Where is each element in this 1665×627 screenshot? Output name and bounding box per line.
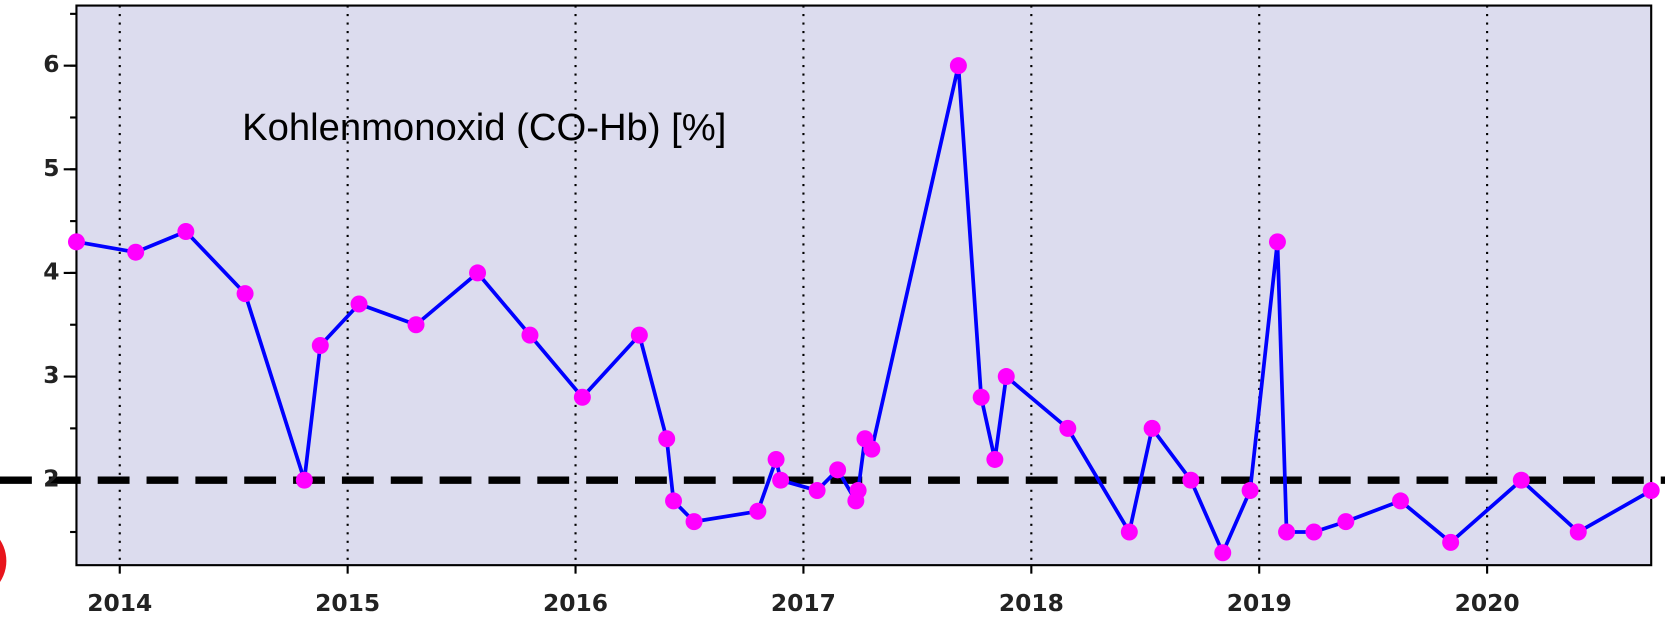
- data-point: [749, 503, 766, 520]
- data-point: [521, 327, 538, 344]
- data-point: [1392, 492, 1409, 509]
- data-point: [686, 513, 703, 530]
- data-point: [850, 482, 867, 499]
- data-point: [998, 368, 1015, 385]
- data-point: [986, 451, 1003, 468]
- data-point: [1278, 524, 1295, 541]
- data-point: [631, 327, 648, 344]
- data-point: [829, 461, 846, 478]
- x-tick-label: 2017: [771, 589, 836, 617]
- data-point: [237, 285, 254, 302]
- x-tick-label: 2018: [999, 589, 1064, 617]
- data-point: [1242, 482, 1259, 499]
- x-tick-label: 2014: [87, 589, 152, 617]
- data-point: [1513, 472, 1530, 489]
- data-point: [574, 389, 591, 406]
- data-point: [1643, 482, 1660, 499]
- x-tick-label: 2019: [1227, 589, 1292, 617]
- data-point: [658, 430, 675, 447]
- data-point: [177, 223, 194, 240]
- y-tick-label: 5: [43, 154, 59, 182]
- y-tick-label: 3: [43, 361, 59, 389]
- data-point: [1305, 524, 1322, 541]
- y-tick-label: 2: [43, 465, 59, 493]
- data-point: [1269, 233, 1286, 250]
- data-point: [863, 441, 880, 458]
- x-tick-label: 2015: [315, 589, 380, 617]
- data-point: [950, 57, 967, 74]
- data-point: [1182, 472, 1199, 489]
- data-point: [768, 451, 785, 468]
- data-point: [665, 492, 682, 509]
- data-point: [127, 244, 144, 261]
- decoration: [0, 523, 6, 599]
- data-point: [1570, 524, 1587, 541]
- data-point: [1121, 524, 1138, 541]
- data-point: [1442, 534, 1459, 551]
- data-point: [469, 264, 486, 281]
- x-tick-label: 2016: [543, 589, 608, 617]
- data-point: [772, 472, 789, 489]
- x-tick-label: 2020: [1455, 589, 1520, 617]
- data-point: [312, 337, 329, 354]
- data-point: [809, 482, 826, 499]
- annotation: Kohlenmonoxid (CO-Hb) [%]: [242, 106, 726, 149]
- y-tick-label: 6: [43, 50, 59, 78]
- data-point: [1144, 420, 1161, 437]
- data-point: [973, 389, 990, 406]
- data-point: [1337, 513, 1354, 530]
- data-point: [68, 233, 85, 250]
- data-point: [408, 316, 425, 333]
- y-tick-label: 4: [43, 257, 59, 285]
- page: {"chart_data": {"type": "line", "annotat…: [0, 0, 1665, 627]
- data-point: [351, 296, 368, 313]
- data-point: [1059, 420, 1076, 437]
- data-point: [1214, 544, 1231, 561]
- data-point: [296, 472, 313, 489]
- chart: Kohlenmonoxid (CO-Hb) [%] 2 3 4 5 6 2014 2015 2…: [0, 0, 1665, 627]
